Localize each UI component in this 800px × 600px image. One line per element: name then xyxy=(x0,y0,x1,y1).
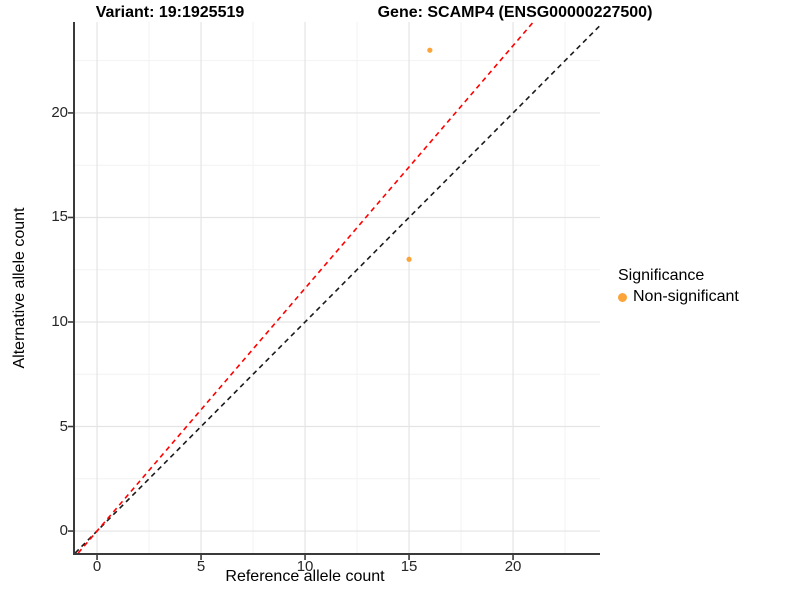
y-axis-title: Alternative allele count xyxy=(11,207,28,369)
y-tick-label: 10 xyxy=(51,312,68,330)
plot-title-gene: Gene: SCAMP4 (ENSG00000227500) xyxy=(377,4,653,21)
reference-line-identity xyxy=(74,24,601,554)
legend-point-icon xyxy=(618,292,627,302)
legend: Significance Non-significant xyxy=(618,267,739,306)
x-tick-label: 10 xyxy=(296,558,314,575)
x-tick-label: 15 xyxy=(400,558,418,575)
x-tick-label: 5 xyxy=(196,558,206,575)
x-axis-title: Reference allele count xyxy=(225,568,385,585)
x-tick-label: 20 xyxy=(504,558,522,575)
y-tick-label: 20 xyxy=(51,103,68,121)
y-tick-label: 0 xyxy=(59,522,68,540)
x-tick-label: 0 xyxy=(92,558,102,575)
data-point xyxy=(406,256,412,262)
y-tick-label: 15 xyxy=(51,208,68,226)
legend-title: Significance xyxy=(618,267,705,284)
plot-title-variant: Variant: 19:1925519 xyxy=(95,4,245,21)
reference-line-ratio xyxy=(77,21,534,554)
legend-item-non-significant: Non-significant xyxy=(618,288,739,306)
y-tick-label: 5 xyxy=(59,417,68,435)
legend-item-label: Non-significant xyxy=(633,288,739,305)
data-point xyxy=(427,47,433,53)
